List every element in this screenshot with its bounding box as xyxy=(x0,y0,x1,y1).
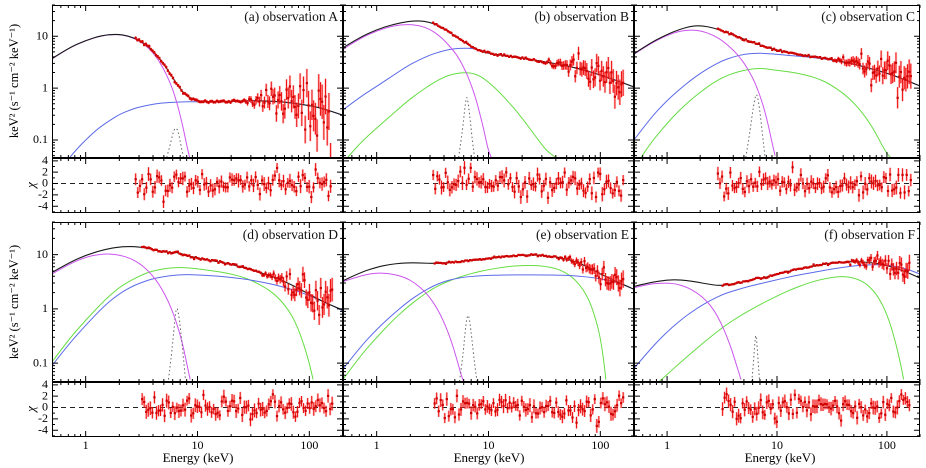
x-axis-label-col2: Energy (keV) xyxy=(453,450,525,465)
x-axis-label-col3: Energy (keV) xyxy=(744,450,816,465)
y-axis-label-top: keV² (s⁻¹ cm⁻² keV⁻¹) xyxy=(7,23,21,139)
panel-title-a: (a) observation A xyxy=(244,9,338,24)
y-axis-label-bottom: keV² (s⁻¹ cm⁻² keV⁻¹) xyxy=(7,244,21,360)
panel-title-b: (b) observation B xyxy=(534,9,629,24)
chi-axis-label-top: χ xyxy=(23,182,38,188)
x-axis-label-col1: Energy (keV) xyxy=(162,450,234,465)
panel-title-f: (f) observation F xyxy=(824,227,915,242)
panel-title-c: (c) observation C xyxy=(821,9,915,24)
panel-title-d: (d) observation D xyxy=(242,227,338,242)
panel-title-e: (e) observation E xyxy=(536,227,629,242)
chi-axis-label-bottom: χ xyxy=(23,406,38,412)
